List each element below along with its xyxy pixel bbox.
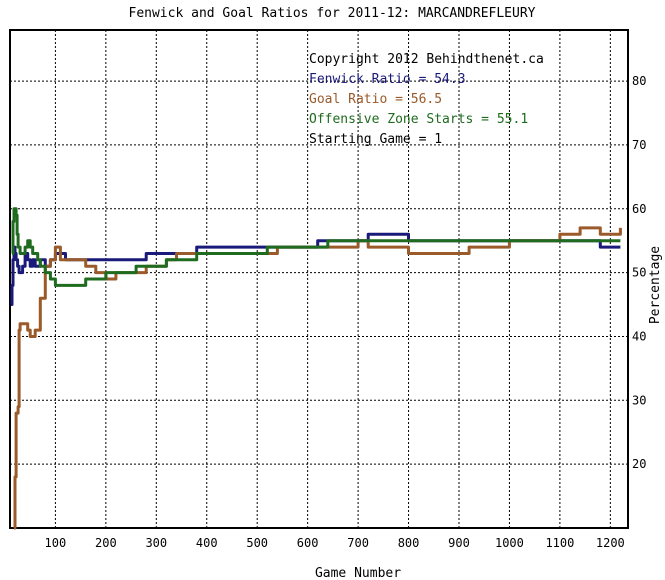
y-tick-label: 60 <box>632 202 646 216</box>
annotation-copyright: Copyright 2012 Behindthenet.ca <box>309 52 544 67</box>
x-tick-label: 200 <box>95 536 117 550</box>
x-tick-label: 400 <box>196 536 218 550</box>
y-tick-label: 40 <box>632 329 646 343</box>
annotation-goal: Goal Ratio = 56.5 <box>309 92 442 107</box>
x-tick-labels: 100 200 300 400 500 600 700 800 900 1000 1100 1200 <box>45 536 625 550</box>
y-tick-label: 70 <box>632 138 646 152</box>
x-tick-label: 1000 <box>495 536 524 550</box>
x-tick-label: 100 <box>45 536 67 550</box>
annotation-starting-game: Starting Game = 1 <box>309 132 442 147</box>
chart-title: Fenwick and Goal Ratios for 2011-12: MAR… <box>129 6 536 21</box>
x-tick-label: 1100 <box>545 536 574 550</box>
y-tick-label: 50 <box>632 266 646 280</box>
x-tick-label: 800 <box>398 536 420 550</box>
y-axis-label: Percentage <box>648 246 663 324</box>
annotation-ozone: Offensive Zone Starts = 55.1 <box>309 112 528 127</box>
series-line-ozone <box>11 207 621 287</box>
x-tick-label: 900 <box>448 536 470 550</box>
x-tick-label: 1200 <box>596 536 625 550</box>
x-tick-label: 500 <box>246 536 268 550</box>
x-axis-label: Game Number <box>315 566 401 580</box>
x-tick-label: 700 <box>347 536 369 550</box>
x-tick-label: 600 <box>297 536 319 550</box>
x-tick-label: 300 <box>145 536 167 550</box>
y-tick-label: 30 <box>632 393 646 407</box>
y-tick-label: 80 <box>632 74 646 88</box>
y-tick-label: 20 <box>632 457 646 471</box>
y-tick-labels: 20 30 40 50 60 70 80 <box>632 74 646 471</box>
annotation-block: Copyright 2012 Behindthenet.ca Fenwick R… <box>309 52 544 147</box>
series-group <box>10 207 622 530</box>
annotation-fenwick: Fenwick Ratio = 54.3 <box>309 72 466 87</box>
